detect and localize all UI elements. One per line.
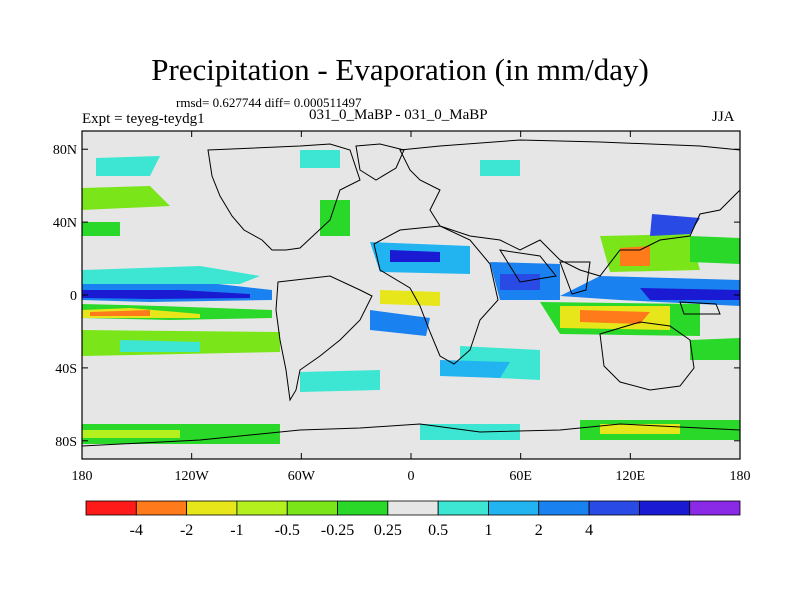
field-atlantic-darkblue — [390, 250, 440, 262]
colorbar-label: -0.25 — [321, 522, 354, 539]
colorbar-label: 1 — [484, 522, 492, 539]
coastline-africa — [373, 225, 499, 365]
field-arctic-cyan — [300, 150, 340, 168]
colorbar-swatch — [387, 500, 439, 516]
season-label: JJA — [712, 109, 735, 125]
field-subtropic-orange — [90, 310, 150, 316]
field-asia-monsoon-orange — [620, 246, 650, 266]
colorbar-swatch — [236, 500, 288, 516]
colorbar-swatch — [588, 500, 640, 516]
field-south-indian-orange — [580, 310, 650, 324]
precip-field — [82, 150, 740, 444]
colorbar-label: -2 — [180, 522, 193, 539]
coastline-north-america — [207, 143, 361, 251]
x-tick-label: 180 — [730, 469, 751, 484]
field-south-pacific-cyan — [120, 340, 200, 352]
coastline-eurasia — [399, 139, 740, 277]
field-atlantic-mid-green — [320, 200, 350, 236]
field-antarctic-yellow — [82, 430, 180, 438]
experiment-label: Expt = teyeg-teydg1 — [82, 111, 205, 127]
plot-title: Precipitation - Evaporation (in mm/day) — [151, 52, 649, 87]
coastline-greenland — [355, 143, 405, 181]
colorbar-swatch — [337, 500, 389, 516]
field-south-atlantic-blue — [370, 310, 430, 336]
colorbar-swatch — [437, 500, 489, 516]
x-tick-label: 60W — [288, 469, 316, 484]
x-tick-label: 60E — [509, 469, 532, 484]
field-north-cyan — [96, 156, 160, 176]
field-north-atlantic-green — [82, 186, 170, 210]
field-south-africa-blue — [440, 360, 510, 378]
coastline-india — [559, 261, 591, 295]
field-siberia-cyan — [480, 160, 520, 176]
x-tick-label: 180 — [72, 469, 93, 484]
coastlines — [82, 139, 740, 447]
coastline-arabia — [499, 249, 557, 283]
colorbar-label: 0.25 — [374, 522, 402, 539]
latitude-axis: 80N 40N 0 40S 80S — [53, 143, 740, 450]
coastline-australia — [599, 321, 695, 391]
longitude-axis: 180 120W 60W 0 60E 120E 180 — [72, 131, 751, 484]
field-nw-pacific-blue — [650, 214, 700, 236]
y-tick-label: 80S — [55, 435, 77, 450]
colorbar-swatch — [638, 500, 691, 516]
field-indopacific-darkblue — [640, 288, 740, 300]
colorbar-label: 0.5 — [428, 522, 448, 539]
colorbar-swatch — [286, 500, 338, 516]
experiment-ids: 031_0_MaBP - 031_0_MaBP — [309, 107, 488, 123]
colorbar-swatch — [689, 500, 741, 516]
x-tick-label: 120W — [175, 469, 210, 484]
colorbar-label: 4 — [585, 522, 593, 539]
colorbar-label: -0.5 — [275, 522, 300, 539]
y-tick-label: 40S — [55, 362, 77, 377]
coastline-south-america — [275, 275, 373, 402]
field-tropical-band-darkblue — [82, 290, 250, 299]
x-tick-label: 0 — [408, 469, 415, 484]
field-antarctic-green — [82, 424, 280, 444]
field-ross-cyan — [420, 424, 520, 440]
coastline-antarctica — [82, 423, 740, 447]
y-tick-label: 80N — [53, 143, 77, 158]
colorbar-swatch — [135, 500, 188, 516]
colorbar-swatch — [538, 500, 590, 516]
x-tick-label: 120E — [616, 469, 646, 484]
y-tick-label: 40N — [53, 216, 77, 231]
colorbar: -4 -2 -1 -0.5 -0.25 0.25 0.5 1 2 4 — [85, 500, 741, 539]
colorbar-swatch — [186, 500, 238, 516]
y-tick-label: 0 — [70, 289, 77, 304]
colorbar-swatch — [488, 500, 540, 516]
colorbar-label: -1 — [230, 522, 243, 539]
field-southern-ocean-cyan — [300, 370, 380, 392]
coastline-new-guinea — [679, 301, 721, 315]
field-north-pacific-green — [82, 222, 120, 236]
colorbar-swatch — [85, 500, 137, 516]
colorbar-label: 2 — [535, 522, 543, 539]
field-south-atlantic-yellow — [380, 290, 440, 306]
stats-text: rmsd= 0.627744 diff= 0.000511497 — [176, 95, 362, 110]
field-nw-pacific-green — [690, 236, 740, 264]
field-kerguelen-green — [690, 338, 740, 360]
colorbar-label: -4 — [130, 522, 143, 539]
field-north-pacific-cyan — [82, 266, 260, 284]
